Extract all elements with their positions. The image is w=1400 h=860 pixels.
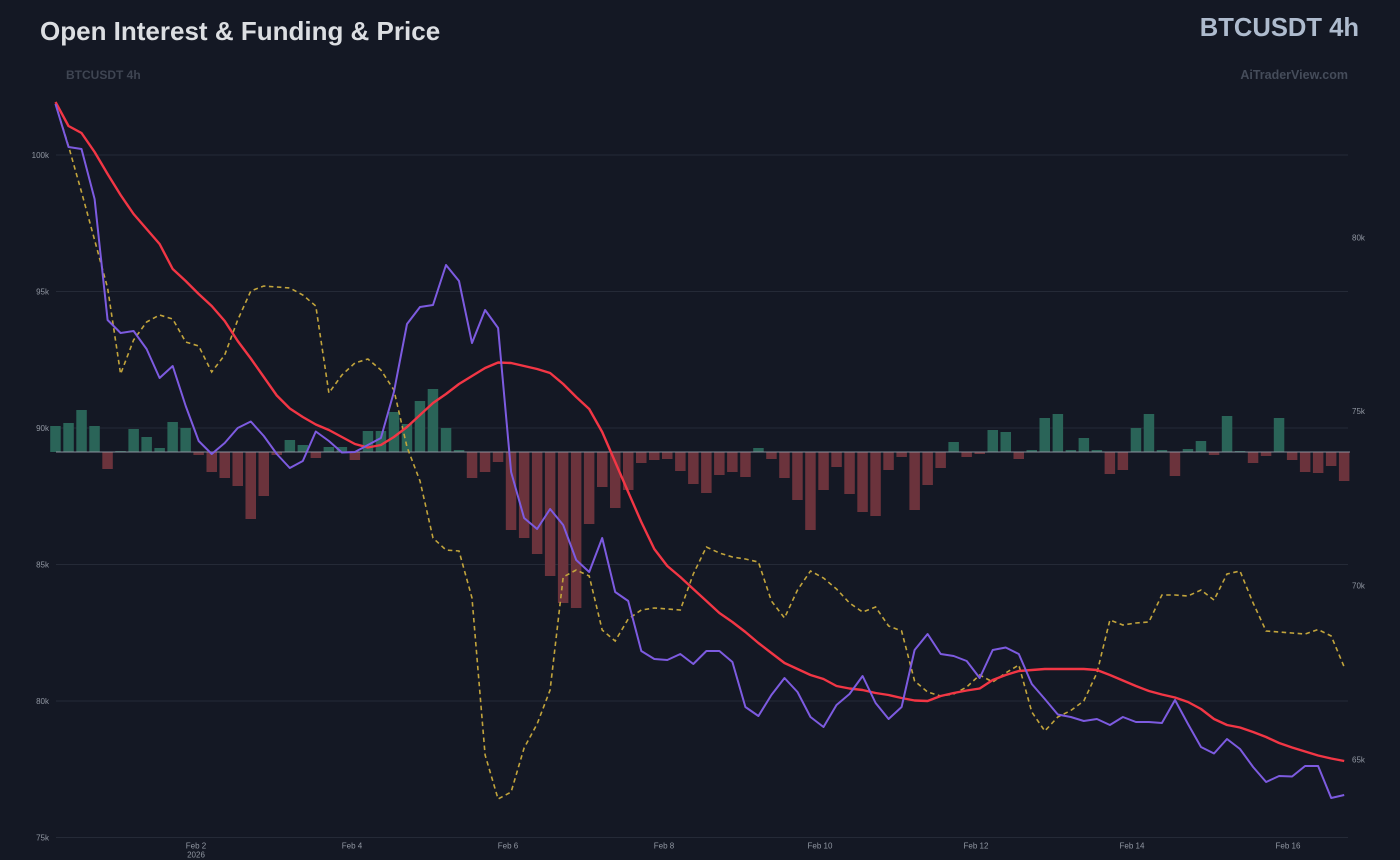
svg-text:Feb 6: Feb 6 xyxy=(498,842,519,851)
svg-text:BTCUSDT 4h: BTCUSDT 4h xyxy=(1200,14,1359,42)
svg-text:70k: 70k xyxy=(1352,582,1366,591)
svg-text:80k: 80k xyxy=(36,697,50,706)
svg-text:100k: 100k xyxy=(32,151,50,160)
svg-text:Feb 12: Feb 12 xyxy=(964,842,989,851)
svg-text:Feb 14: Feb 14 xyxy=(1120,842,1145,851)
svg-text:80k: 80k xyxy=(1352,234,1366,243)
svg-text:75k: 75k xyxy=(1352,407,1366,416)
svg-text:65k: 65k xyxy=(1352,756,1366,765)
svg-text:75k: 75k xyxy=(36,834,50,843)
svg-text:2026: 2026 xyxy=(187,851,205,860)
svg-text:Open Interest & Funding & Pric: Open Interest & Funding & Price xyxy=(40,16,440,46)
svg-text:Feb 4: Feb 4 xyxy=(342,842,363,851)
svg-text:AiTraderView.com: AiTraderView.com xyxy=(1240,68,1348,82)
svg-text:Feb 8: Feb 8 xyxy=(654,842,675,851)
svg-text:95k: 95k xyxy=(36,288,50,297)
svg-text:Feb 16: Feb 16 xyxy=(1276,842,1301,851)
svg-text:90k: 90k xyxy=(36,424,50,433)
svg-text:Feb 2: Feb 2 xyxy=(186,842,207,851)
svg-text:BTCUSDT 4h: BTCUSDT 4h xyxy=(66,68,141,82)
svg-text:85k: 85k xyxy=(36,561,50,570)
svg-text:Feb 10: Feb 10 xyxy=(808,842,833,851)
